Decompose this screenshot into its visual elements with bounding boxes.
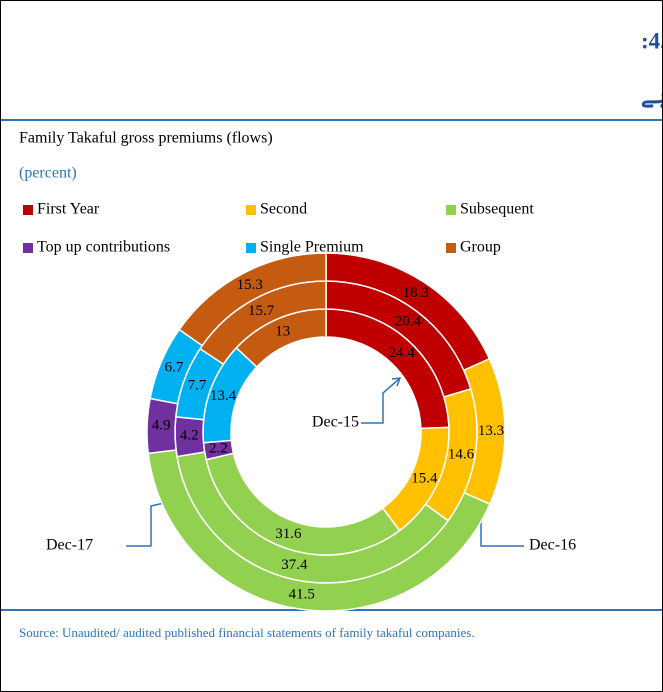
legend-label: Group bbox=[460, 239, 501, 256]
chart-subtitle: (percent) bbox=[19, 165, 77, 182]
legend-label: Second bbox=[260, 201, 307, 218]
data-label: 15.7 bbox=[248, 303, 275, 319]
data-label: 4.2 bbox=[180, 428, 199, 444]
data-label: 13.3 bbox=[478, 423, 504, 439]
data-label: 20.4 bbox=[395, 314, 422, 330]
data-label: 14.6 bbox=[448, 447, 475, 463]
data-label: 7.7 bbox=[188, 377, 207, 393]
data-label: 18.3 bbox=[403, 285, 429, 301]
legend-swatch bbox=[246, 243, 256, 253]
data-label: 37.4 bbox=[281, 557, 308, 573]
legend-swatch bbox=[23, 205, 33, 215]
data-label: 24.4 bbox=[388, 345, 415, 361]
data-label: 41.5 bbox=[289, 587, 315, 603]
legend-label: First Year bbox=[37, 201, 100, 218]
figure-number: شکل 4.3.5: bbox=[641, 28, 662, 53]
data-label: 15.4 bbox=[411, 470, 438, 486]
figure-title: اگلے برسوں میں تجدید نمایاں طور پر بڑھی … bbox=[641, 83, 662, 111]
data-label: 6.7 bbox=[165, 359, 184, 375]
data-label: 4.9 bbox=[152, 418, 171, 434]
legend-swatch bbox=[23, 243, 33, 253]
data-label: 31.6 bbox=[275, 526, 302, 542]
chart-title: Family Takaful gross premiums (flows) bbox=[19, 130, 273, 147]
legend-label: Subsequent bbox=[460, 201, 534, 218]
data-label: 13.4 bbox=[210, 388, 237, 404]
series-annotation: Dec-15 bbox=[312, 414, 359, 431]
donut-slice bbox=[178, 252, 327, 347]
source-note: Source: Unaudited/ audited published fin… bbox=[19, 625, 475, 640]
data-label: 13 bbox=[275, 323, 290, 339]
series-annotation: Dec-17 bbox=[46, 537, 93, 554]
data-label: 15.3 bbox=[237, 277, 263, 293]
legend-swatch bbox=[246, 205, 256, 215]
legend-swatch bbox=[446, 205, 456, 215]
series-annotation: Dec-16 bbox=[529, 537, 576, 554]
data-label: 2.2 bbox=[209, 440, 228, 456]
legend-label: Top up contributions bbox=[37, 239, 170, 256]
legend-label: Single Premium bbox=[260, 239, 364, 256]
legend-swatch bbox=[446, 243, 456, 253]
